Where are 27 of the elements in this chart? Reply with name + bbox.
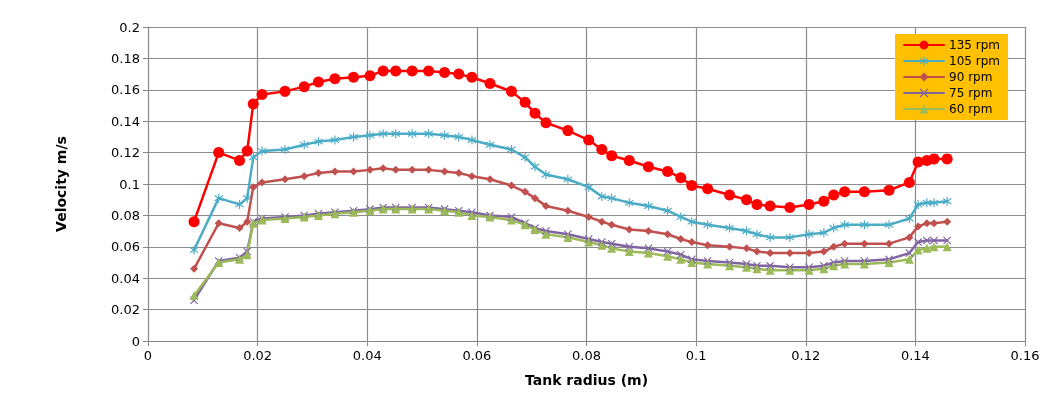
- legend-label: 60 rpm: [949, 102, 993, 116]
- x-tick-label: 0.06: [462, 348, 492, 363]
- x-tick-label: 0.04: [352, 348, 382, 363]
- legend-label: 75 rpm: [949, 86, 993, 100]
- y-axis-title: Velocity m/s: [53, 136, 69, 232]
- y-tick-label: 0.18: [111, 50, 140, 66]
- y-tick-label: 0.08: [111, 207, 140, 223]
- x-tick-label: 0.16: [1010, 348, 1040, 363]
- y-tick-label: 0.16: [111, 82, 140, 98]
- x-tick-label: 0.14: [900, 348, 930, 363]
- y-tick-label: 0.2: [119, 19, 140, 35]
- x-tick-label: 0.1: [685, 348, 707, 363]
- x-tick-label: 0.12: [791, 348, 821, 363]
- y-tick-label: 0: [131, 333, 140, 349]
- y-tick-label: 0.14: [111, 113, 140, 129]
- y-tick-label: 0.02: [111, 302, 140, 318]
- y-tick-label: 0.1: [119, 176, 140, 192]
- x-axis-title: Tank radius (m): [524, 372, 649, 388]
- x-tick-label: 0: [143, 348, 153, 363]
- y-tick-label: 0.04: [111, 270, 140, 286]
- legend-label: 105 rpm: [949, 54, 1001, 68]
- y-tick-label: 0.12: [111, 145, 140, 161]
- legend-label: 90 rpm: [949, 70, 993, 84]
- legend-label: 135 rpm: [949, 38, 1001, 52]
- x-tick-label: 0.02: [243, 348, 273, 363]
- y-tick-label: 0.06: [111, 239, 140, 255]
- x-tick-label: 0.08: [572, 348, 601, 363]
